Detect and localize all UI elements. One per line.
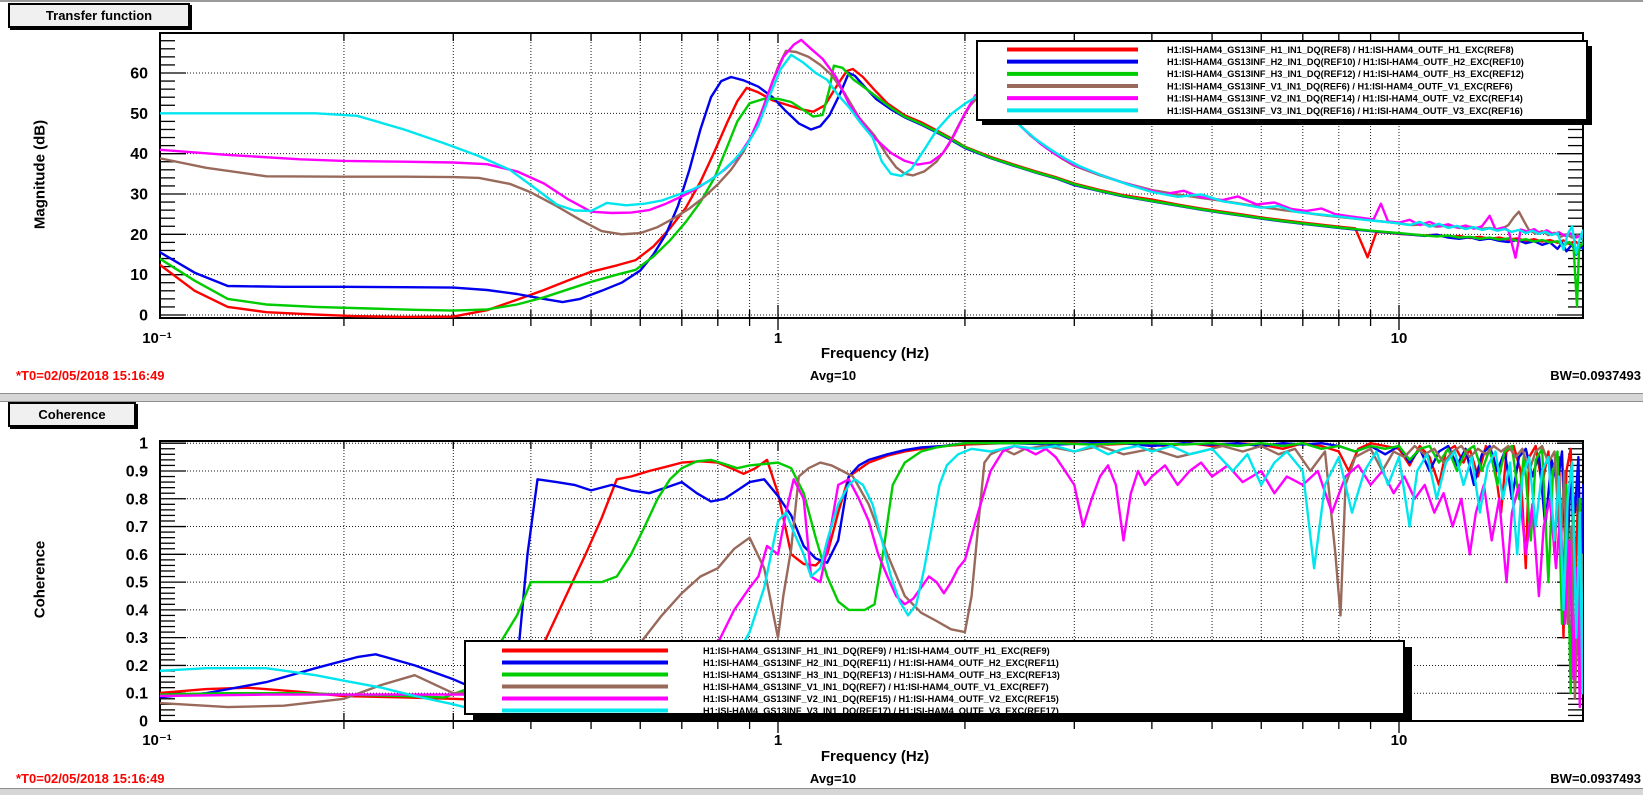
svg-text:60: 60 [130,66,148,83]
svg-text:1: 1 [774,330,782,347]
legend: H1:ISI-HAM4_GS13INF_H1_IN1_DQ(REF8) / H1… [976,40,1592,125]
t0-timestamp-bottom: *T0=02/05/2018 15:16:49 [16,771,165,786]
svg-text:40: 40 [130,146,148,163]
t0-timestamp-top: *T0=02/05/2018 15:16:49 [16,368,165,383]
trace-3 [160,444,1583,709]
svg-text:10⁻¹: 10⁻¹ [142,330,172,347]
svg-text:1: 1 [774,732,782,749]
grid [160,33,1583,318]
tab-transfer-function[interactable]: Transfer function [8,3,190,28]
svg-text:30: 30 [130,187,148,204]
magnitude-axis-title: Magnitude (dB) [31,119,49,230]
svg-text:10: 10 [130,267,148,284]
legend-label-1: H1:ISI-HAM4_GS13INF_H2_IN1_DQ(REF10) / H… [1167,57,1524,67]
coherence-axis-title: Coherence [31,540,49,619]
bw-label-top: BW=0.0937493 [1550,368,1641,383]
legend-label-3: H1:ISI-HAM4_GS13INF_V1_IN1_DQ(REF6) / H1… [1167,81,1513,91]
legend-label-3: H1:ISI-HAM4_GS13INF_V1_IN1_DQ(REF7) / H1… [703,682,1049,692]
legend-label-4: H1:ISI-HAM4_GS13INF_V2_IN1_DQ(REF15) / H… [703,694,1059,704]
tab-coherence-label: Coherence [38,407,106,422]
trace-4 [160,444,1583,717]
window-bottom-border [0,788,1643,795]
svg-text:0.5: 0.5 [126,575,148,592]
avg-label-bottom: Avg=10 [809,771,857,786]
svg-text:20: 20 [130,227,148,244]
panel-transfer-function: 0 10 20 30 40 50 60 10⁻¹ 1 10 H1:ISI-HAM4_GS13INF_… [130,32,1592,347]
legend-label-5: H1:ISI-HAM4_GS13INF_V3_IN1_DQ(REF16) / H… [1167,106,1523,116]
tab-transfer-function-label: Transfer function [45,8,153,23]
svg-text:10: 10 [1391,330,1408,347]
panel-coherence: 0 0.1 0.2 0.3 0.4 0.5 0.6 0.7 0.8 0.9 1 10⁻¹ 1 10 H1:I… [126,436,1584,749]
trace-4 [160,38,1583,259]
svg-text:50: 50 [130,106,148,123]
svg-text:1: 1 [139,436,148,453]
traces [160,442,1583,720]
trace-5 [160,53,1583,255]
trace-2 [160,64,1583,312]
legend: H1:ISI-HAM4_GS13INF_H1_IN1_DQ(REF9) / H1… [464,640,1412,720]
trace-2 [160,442,1583,699]
frequency-axis-title-top: Frequency (Hz) [820,345,930,362]
tick-labels: 0 10 20 30 40 50 60 10⁻¹ 1 10 [130,66,1407,347]
svg-text:0.2: 0.2 [126,658,148,675]
svg-text:0.8: 0.8 [126,491,148,508]
tab-coherence[interactable]: Coherence [8,402,136,427]
window-top-border [0,0,1643,2]
svg-text:0.6: 0.6 [126,547,148,564]
bw-label-bottom: BW=0.0937493 [1550,771,1641,786]
legend-label-2: H1:ISI-HAM4_GS13INF_H3_IN1_DQ(REF12) / H… [1167,69,1524,79]
traces [160,38,1583,318]
svg-text:0.9: 0.9 [126,463,148,480]
svg-text:0: 0 [139,714,148,731]
svg-text:10: 10 [1391,732,1408,749]
plot-frame [159,32,1584,319]
tick-labels: 0 0.1 0.2 0.3 0.4 0.5 0.6 0.7 0.8 0.9 1 10⁻¹ 1 10 [126,436,1408,749]
legend-label-4: H1:ISI-HAM4_GS13INF_V2_IN1_DQ(REF14) / H… [1167,94,1523,104]
svg-text:0: 0 [139,308,148,325]
legend-label-0: H1:ISI-HAM4_GS13INF_H1_IN1_DQ(REF8) / H1… [1167,45,1514,55]
frequency-axis-title-bottom: Frequency (Hz) [820,748,930,765]
svg-text:10⁻¹: 10⁻¹ [142,732,172,749]
legend-label-5: H1:ISI-HAM4_GS13INF_V3_IN1_DQ(REF17) / H… [703,706,1059,716]
legend-label-0: H1:ISI-HAM4_GS13INF_H1_IN1_DQ(REF9) / H1… [703,646,1050,656]
svg-text:0.1: 0.1 [126,686,148,703]
legend-label-2: H1:ISI-HAM4_GS13INF_H3_IN1_DQ(REF13) / H… [703,670,1060,680]
panel-separator [0,393,1643,402]
svg-text:0.4: 0.4 [126,602,148,619]
legend-label-1: H1:ISI-HAM4_GS13INF_H2_IN1_DQ(REF11) / H… [703,658,1059,668]
avg-label-top: Avg=10 [809,368,857,383]
svg-text:0.3: 0.3 [126,630,148,647]
svg-text:0.7: 0.7 [126,519,148,536]
